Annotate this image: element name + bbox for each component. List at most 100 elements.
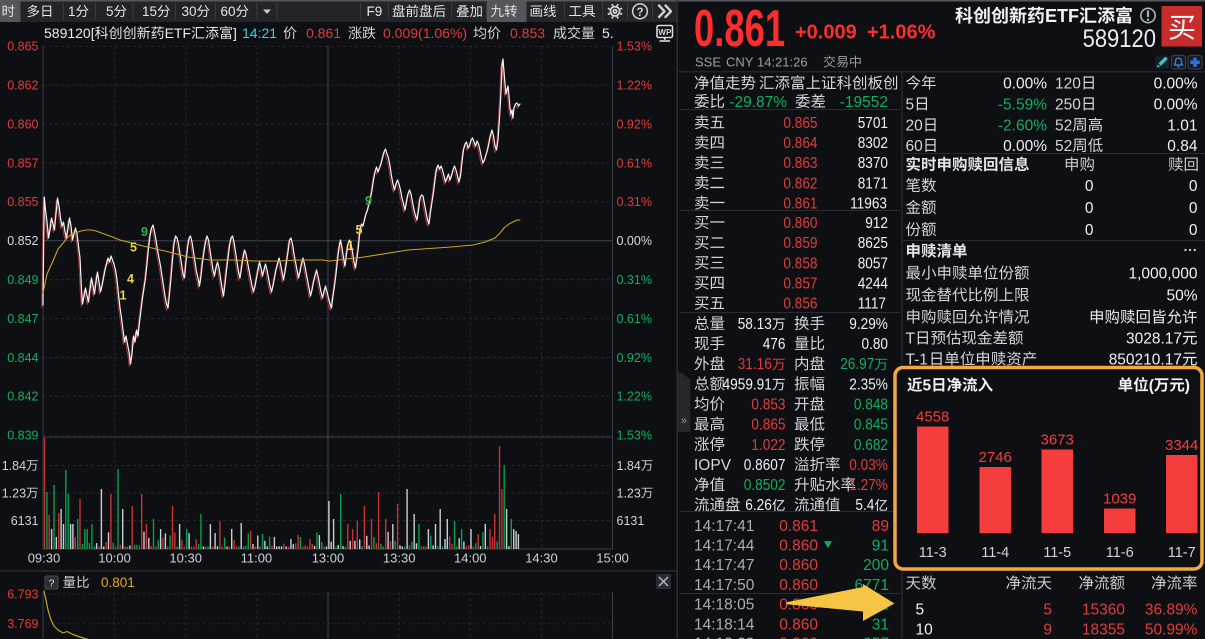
svg-text:ETF: ETF (1045, 6, 1079, 26)
svg-text:CNY: CNY (726, 55, 754, 70)
svg-text:1.27%: 1.27% (849, 477, 888, 494)
svg-text:1: 1 (347, 239, 354, 253)
svg-text:0.00%: 0.00% (1154, 96, 1198, 113)
svg-text:0.682: 0.682 (854, 437, 888, 454)
svg-text:1117: 1117 (858, 296, 886, 313)
svg-text:0.8607: 0.8607 (744, 457, 786, 474)
svg-text:-5.59%: -5.59% (998, 96, 1047, 113)
svg-text:14:17:41: 14:17:41 (694, 518, 754, 535)
svg-text:5: 5 (356, 223, 363, 237)
svg-text:18355: 18355 (1082, 621, 1125, 638)
svg-text:1.23: 1.23 (617, 486, 641, 500)
svg-text:1.23: 1.23 (2, 486, 26, 500)
svg-text:0: 0 (1189, 178, 1198, 195)
svg-text:0.839: 0.839 (7, 429, 38, 443)
svg-text:1.022: 1.022 (751, 437, 785, 454)
svg-text:5: 5 (106, 4, 114, 19)
svg-text:11-6: 11-6 (1106, 545, 1134, 561)
svg-text:09:30: 09:30 (28, 551, 61, 566)
svg-text:5: 5 (923, 377, 932, 394)
svg-text:2.35%: 2.35% (849, 377, 888, 394)
svg-text:13:00: 13:00 (312, 551, 345, 566)
svg-text:200: 200 (863, 557, 889, 574)
svg-text:6131: 6131 (11, 514, 39, 528)
svg-text:0.8502: 0.8502 (744, 477, 786, 494)
svg-text:0.860: 0.860 (779, 557, 818, 574)
svg-text:0.845: 0.845 (854, 417, 888, 434)
svg-text:31.16: 31.16 (738, 356, 772, 373)
svg-text:476: 476 (763, 336, 786, 353)
svg-text:14:00: 14:00 (454, 551, 487, 566)
svg-text:257: 257 (863, 635, 889, 639)
svg-text:60: 60 (221, 4, 236, 19)
svg-text:···: ··· (1184, 241, 1198, 257)
svg-text:11-3: 11-3 (919, 545, 947, 561)
svg-text:5: 5 (1043, 601, 1052, 618)
svg-text:0.844: 0.844 (7, 351, 38, 365)
svg-text:0.92%: 0.92% (617, 117, 652, 131)
svg-text:1.01: 1.01 (1167, 117, 1197, 134)
svg-text:0.862: 0.862 (783, 176, 817, 193)
svg-text:4959.91: 4959.91 (723, 377, 772, 394)
svg-text:0.92%: 0.92% (617, 351, 652, 365)
svg-text:1.84: 1.84 (617, 459, 641, 473)
svg-text:0.61%: 0.61% (617, 312, 652, 326)
svg-text:8625: 8625 (858, 235, 888, 252)
svg-text:0.863: 0.863 (783, 155, 817, 172)
svg-text:0.865: 0.865 (751, 417, 785, 434)
svg-text:1.53%: 1.53% (617, 429, 652, 443)
svg-text:3673: 3673 (1041, 432, 1074, 449)
svg-text:6.26: 6.26 (745, 497, 772, 514)
svg-text:4: 4 (127, 272, 134, 286)
svg-text:0: 0 (1085, 200, 1094, 217)
svg-text:0.861: 0.861 (306, 25, 341, 41)
svg-text:1.53%: 1.53% (617, 40, 652, 54)
svg-text:589120: 589120 (1083, 25, 1156, 53)
svg-text:31: 31 (872, 616, 889, 633)
svg-text:20: 20 (906, 117, 924, 134)
svg-text:8057: 8057 (858, 256, 888, 273)
svg-text:1.22%: 1.22% (617, 79, 652, 93)
svg-text:?: ? (637, 7, 644, 19)
svg-text:11-7: 11-7 (1168, 545, 1196, 561)
svg-text:1: 1 (120, 289, 127, 303)
svg-text:14:17:44: 14:17:44 (694, 538, 755, 555)
svg-text:4244: 4244 (858, 276, 888, 293)
svg-text:0.857: 0.857 (783, 276, 817, 293)
svg-text:52: 52 (1055, 138, 1072, 155)
svg-text:10:00: 10:00 (98, 551, 131, 566)
svg-text:1.22%: 1.22% (617, 390, 652, 404)
svg-text:912: 912 (865, 215, 888, 232)
svg-text:0.860: 0.860 (7, 117, 38, 131)
svg-text:0.862: 0.862 (7, 79, 38, 93)
svg-text:0: 0 (1189, 222, 1198, 239)
svg-text:0.84: 0.84 (1167, 138, 1198, 155)
svg-text:0.00%: 0.00% (1003, 138, 1047, 155)
svg-text:0.848: 0.848 (854, 397, 888, 414)
svg-text:0: 0 (1085, 222, 1094, 239)
svg-text:250: 250 (1055, 96, 1081, 113)
svg-text:(: ( (1149, 377, 1155, 394)
svg-text:0.852: 0.852 (7, 234, 38, 248)
svg-text:0.03%: 0.03% (849, 457, 888, 474)
svg-text:91: 91 (872, 538, 889, 555)
svg-text:15360: 15360 (1082, 601, 1125, 618)
svg-text:0.860: 0.860 (779, 635, 818, 639)
svg-text:11-5: 11-5 (1043, 545, 1071, 561)
svg-text:3344: 3344 (1165, 437, 1198, 454)
svg-text:0.861: 0.861 (694, 0, 785, 57)
svg-text:5701: 5701 (858, 115, 888, 132)
svg-text:52: 52 (1055, 117, 1072, 134)
svg-text:5: 5 (130, 241, 137, 255)
svg-text:5: 5 (906, 96, 915, 113)
svg-text:6.793: 6.793 (7, 587, 38, 601)
svg-text:IOPV: IOPV (694, 457, 732, 474)
svg-text:0.855: 0.855 (7, 195, 38, 209)
svg-text:2746: 2746 (979, 449, 1012, 466)
svg-text:9: 9 (141, 225, 148, 239)
svg-text:5.4: 5.4 (855, 497, 874, 514)
svg-text:-29.87%: -29.87% (729, 94, 787, 111)
svg-text:14:30: 14:30 (525, 551, 558, 566)
svg-text:0.858: 0.858 (783, 256, 817, 273)
svg-text:0.859: 0.859 (783, 235, 817, 252)
